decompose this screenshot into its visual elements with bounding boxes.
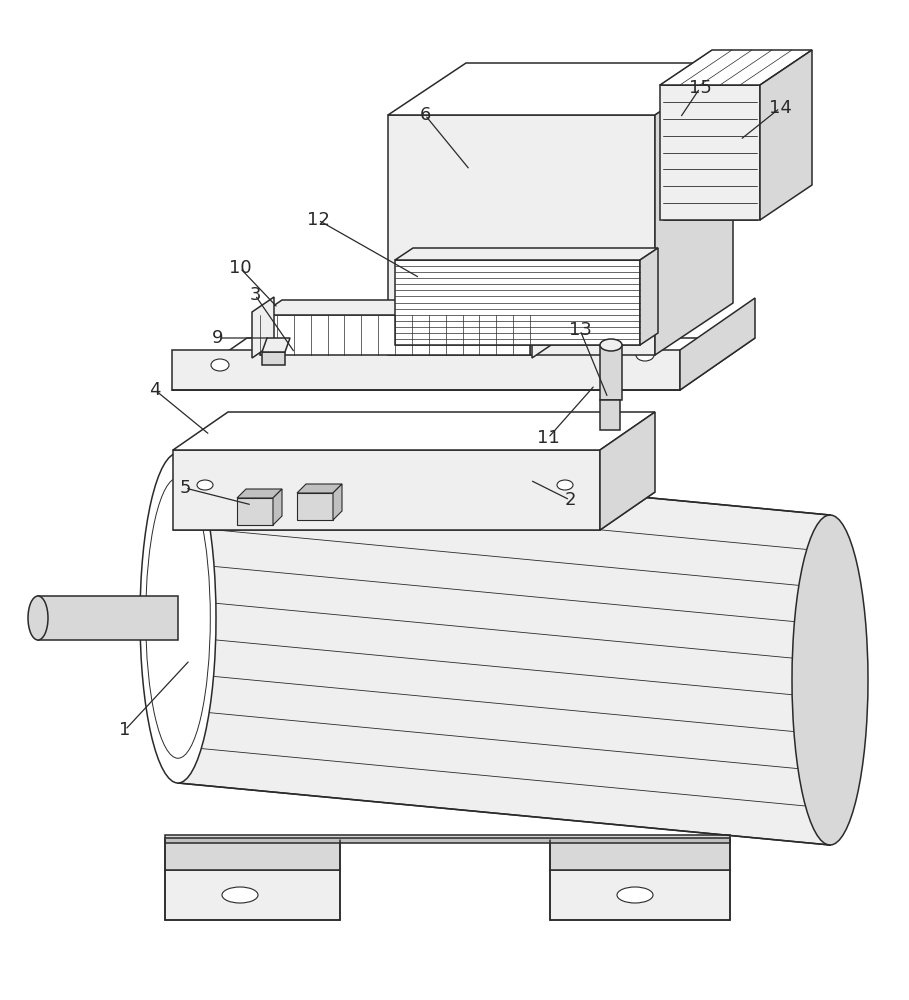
Text: 10: 10	[229, 259, 251, 277]
Polygon shape	[178, 453, 830, 845]
Polygon shape	[395, 248, 658, 260]
Ellipse shape	[145, 478, 210, 758]
Polygon shape	[660, 85, 760, 220]
Polygon shape	[550, 870, 730, 920]
Polygon shape	[600, 400, 620, 430]
Ellipse shape	[197, 480, 213, 490]
Polygon shape	[172, 338, 755, 390]
Polygon shape	[165, 840, 340, 870]
Text: 4: 4	[149, 381, 161, 399]
Polygon shape	[237, 498, 273, 525]
Polygon shape	[333, 484, 342, 520]
Polygon shape	[260, 300, 552, 315]
Polygon shape	[260, 315, 530, 355]
Ellipse shape	[600, 339, 622, 351]
Polygon shape	[252, 297, 274, 358]
Text: 5: 5	[179, 479, 191, 497]
Ellipse shape	[636, 349, 654, 361]
Text: 12: 12	[306, 211, 329, 229]
Text: 14: 14	[769, 99, 792, 117]
Polygon shape	[173, 412, 655, 450]
Ellipse shape	[792, 515, 868, 845]
Polygon shape	[680, 298, 755, 390]
Polygon shape	[640, 248, 658, 345]
Text: 2: 2	[564, 491, 575, 509]
Polygon shape	[395, 260, 640, 345]
Ellipse shape	[557, 480, 573, 490]
Polygon shape	[660, 50, 812, 85]
Polygon shape	[600, 345, 622, 400]
Text: 15: 15	[688, 79, 712, 97]
Text: 13: 13	[568, 321, 592, 339]
Ellipse shape	[211, 359, 229, 371]
Ellipse shape	[617, 887, 653, 903]
Polygon shape	[600, 412, 655, 530]
Text: 11: 11	[536, 429, 559, 447]
Polygon shape	[165, 870, 340, 920]
Polygon shape	[655, 63, 733, 355]
Text: 1: 1	[119, 721, 131, 739]
Polygon shape	[173, 492, 655, 530]
Polygon shape	[262, 338, 290, 352]
Polygon shape	[237, 489, 282, 498]
Text: 6: 6	[419, 106, 431, 124]
Polygon shape	[273, 489, 282, 525]
Polygon shape	[165, 838, 730, 843]
Ellipse shape	[140, 453, 216, 783]
Ellipse shape	[222, 887, 258, 903]
Polygon shape	[297, 484, 342, 493]
Polygon shape	[760, 50, 812, 220]
Polygon shape	[297, 493, 333, 520]
Text: 9: 9	[212, 329, 224, 347]
Polygon shape	[388, 63, 733, 115]
Polygon shape	[172, 350, 680, 390]
Polygon shape	[173, 450, 600, 530]
Polygon shape	[262, 352, 285, 365]
Polygon shape	[532, 297, 554, 358]
Ellipse shape	[28, 596, 48, 640]
Polygon shape	[550, 840, 730, 870]
Polygon shape	[165, 835, 730, 840]
Polygon shape	[38, 596, 178, 640]
Text: 3: 3	[249, 286, 261, 304]
Polygon shape	[388, 115, 655, 355]
